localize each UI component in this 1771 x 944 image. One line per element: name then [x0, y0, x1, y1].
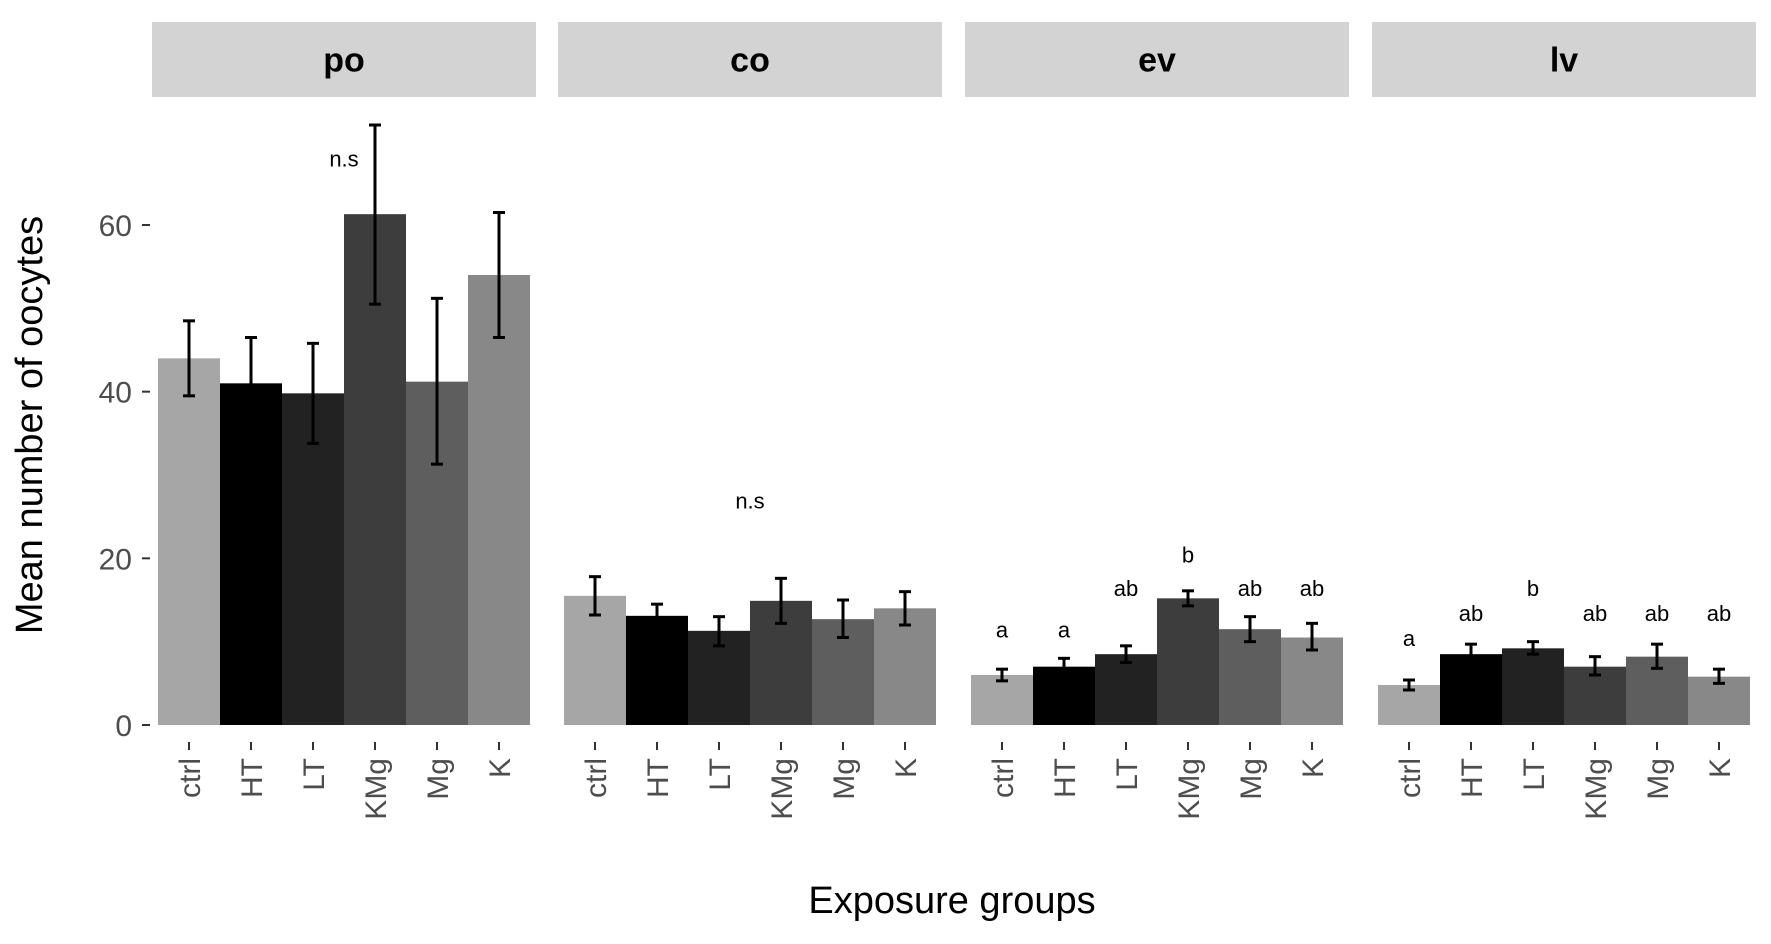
significance-label: ab [1583, 601, 1607, 626]
error-bar [1244, 615, 1256, 644]
y-tick-label: 20 [99, 543, 132, 576]
bar-K [874, 608, 936, 725]
x-tick-label: KMg [360, 758, 393, 820]
facet-label: co [730, 42, 770, 80]
facet-label: po [323, 42, 365, 80]
bar-ctrl [158, 358, 220, 725]
x-tick-label: Mg [1235, 758, 1268, 800]
bar-KMg [1157, 598, 1219, 725]
bar-K [468, 275, 530, 725]
x-tick-label: HT [642, 758, 675, 798]
error-bar [307, 341, 319, 445]
significance-label: n.s [329, 147, 358, 172]
error-bar [1713, 667, 1725, 685]
significance-label: ab [1300, 576, 1324, 601]
error-bar [1465, 642, 1477, 664]
x-tick-label: KMg [766, 758, 799, 820]
significance-label: b [1182, 543, 1194, 568]
error-bar [245, 336, 257, 431]
error-bar [899, 590, 911, 627]
bar-LT [1095, 654, 1157, 725]
x-tick-label: K [1704, 758, 1737, 778]
x-tick-label: HT [1456, 758, 1489, 798]
facet-panel-po: po n.s ctrl HT LT KMg Mg K [152, 22, 536, 820]
facet-label: ev [1138, 42, 1176, 80]
x-tick-label: ctrl [987, 758, 1020, 798]
x-tick-label: K [484, 758, 517, 778]
error-bar [1058, 656, 1070, 677]
facet-strip [558, 22, 942, 97]
facet-strip [152, 22, 536, 97]
error-bar [493, 211, 505, 339]
error-bar [369, 123, 381, 306]
y-tick-label: 60 [99, 210, 132, 243]
error-bar [1182, 589, 1194, 608]
error-bar [1651, 642, 1663, 670]
x-tick-label: LT [704, 758, 737, 791]
bar-LT [1502, 648, 1564, 725]
x-tick-label: Mg [422, 758, 455, 800]
y-tick-label: 40 [99, 377, 132, 410]
significance-label: ab [1238, 576, 1262, 601]
significance-label: ab [1114, 576, 1138, 601]
facet-panel-ev: ev a a ab b ab ab ctrl HT LT KMg Mg K [965, 22, 1349, 820]
error-bar [1403, 678, 1415, 692]
error-bar [1589, 655, 1601, 677]
error-bar [651, 602, 663, 631]
bar-HT [626, 615, 688, 725]
x-tick-label: HT [1049, 758, 1082, 798]
y-axis: 0 20 40 60 [99, 210, 150, 743]
error-bar [431, 296, 443, 466]
bar-K [1281, 637, 1343, 725]
x-tick-label: ctrl [174, 758, 207, 798]
significance-label: a [996, 618, 1009, 643]
error-bar [996, 667, 1008, 683]
facet-label: lv [1550, 42, 1578, 80]
facet-strip [965, 22, 1349, 97]
significance-label: ab [1645, 601, 1669, 626]
x-tick-label: K [890, 758, 923, 778]
bar-HT [220, 383, 282, 725]
x-tick-label: KMg [1173, 758, 1206, 820]
y-axis-title: Mean number of oocytes [9, 216, 51, 634]
x-tick-label: LT [1111, 758, 1144, 791]
x-tick-label: ctrl [1394, 758, 1427, 798]
significance-label: a [1403, 626, 1416, 651]
facet-panel-co: co n.s ctrl HT LT KMg Mg K [558, 22, 942, 820]
significance-label: n.s [735, 488, 764, 513]
x-tick-label: ctrl [580, 758, 613, 798]
error-bar [589, 575, 601, 617]
facet-strip [1372, 22, 1756, 97]
significance-label: ab [1459, 601, 1483, 626]
error-bar [1120, 644, 1132, 664]
bar-ctrl [971, 675, 1033, 725]
x-tick-label: LT [298, 758, 331, 791]
error-bar [775, 576, 787, 625]
bar-ctrl [1378, 685, 1440, 725]
bar-Mg [1219, 629, 1281, 725]
x-tick-label: K [1297, 758, 1330, 778]
error-bar [713, 615, 725, 648]
error-bar [1306, 621, 1318, 652]
x-tick-label: HT [236, 758, 269, 798]
bar-ctrl [564, 595, 626, 725]
error-bar [183, 319, 195, 398]
x-tick-label: Mg [1642, 758, 1675, 800]
error-bar [1527, 640, 1539, 656]
x-tick-label: KMg [1580, 758, 1613, 820]
x-axis-title: Exposure groups [808, 880, 1095, 922]
bar-LT [282, 393, 344, 725]
x-tick-label: Mg [828, 758, 861, 800]
significance-label: a [1058, 618, 1071, 643]
error-bar [837, 598, 849, 639]
significance-label: b [1527, 576, 1539, 601]
y-tick-label: 0 [115, 710, 132, 743]
significance-label: ab [1707, 601, 1731, 626]
bar-HT [1440, 654, 1502, 725]
x-tick-label: LT [1518, 758, 1551, 791]
facet-panel-lv: lv a ab b ab ab ab ctrl HT LT KMg Mg K [1372, 22, 1756, 820]
